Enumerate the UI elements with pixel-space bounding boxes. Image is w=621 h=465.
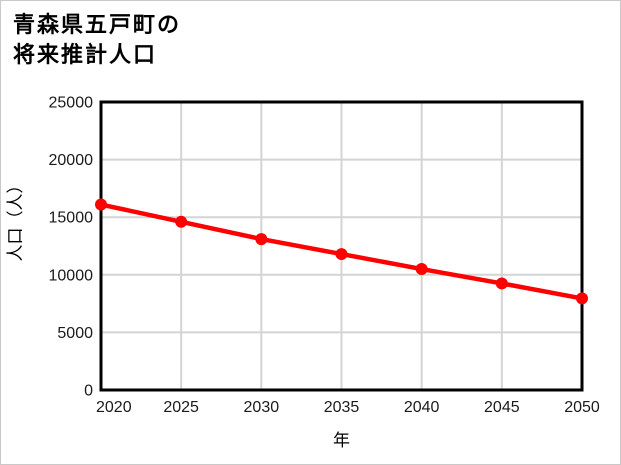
chart-title: 青森県五戸町の 将来推計人口 (13, 10, 181, 70)
y-tick-label: 20000 (49, 152, 94, 169)
y-axis-title: 人口（人） (6, 177, 25, 262)
x-tick-label: 2025 (163, 399, 199, 416)
y-tick-label: 25000 (49, 95, 94, 112)
chart-title-line-1: 青森県五戸町の (13, 12, 182, 37)
plot-border (99, 100, 584, 392)
y-tick-label: 5000 (57, 325, 93, 342)
x-axis-title: 年 (333, 431, 350, 450)
x-tick-label: 2020 (96, 399, 132, 416)
data-point-2045 (495, 277, 508, 290)
x-tick-label: 2035 (324, 399, 360, 416)
y-tick-label: 10000 (49, 267, 94, 284)
x-tick-label: 2045 (484, 399, 520, 416)
data-point-2035 (335, 248, 348, 261)
data-point-2030 (255, 233, 268, 246)
x-tick-label: 2040 (404, 399, 440, 416)
data-point-2040 (415, 263, 428, 276)
data-point-2020 (95, 198, 107, 211)
y-tick-label: 15000 (49, 210, 94, 227)
x-tick-label: 2030 (244, 399, 280, 416)
data-point-2025 (175, 215, 188, 228)
data-point-2050 (576, 292, 588, 305)
y-tick-label: 0 (84, 383, 93, 400)
chart-title-line-2: 将来推計人口 (13, 42, 158, 67)
x-tick-label: 2050 (564, 399, 600, 416)
